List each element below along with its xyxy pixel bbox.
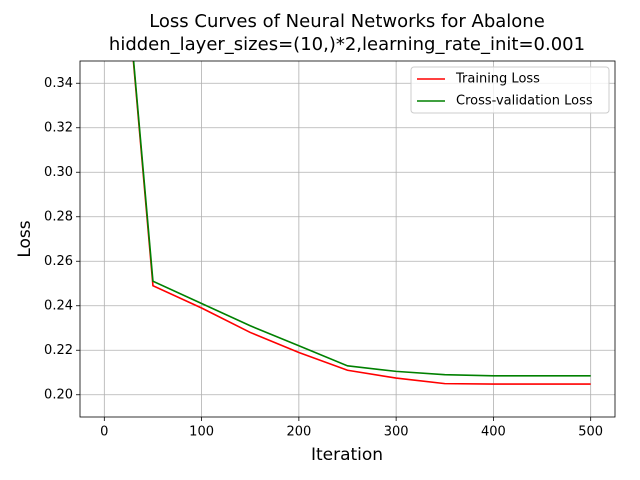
y-tick-label: 0.26: [44, 254, 73, 269]
line-series: [132, 61, 591, 377]
y-tick-label: 0.28: [44, 209, 73, 224]
y-axis-label: Loss: [15, 220, 35, 257]
chart-subtitle: hidden_layer_sizes=(10,)*2,learning_rate…: [109, 34, 585, 55]
x-tick-label: 500: [578, 425, 603, 440]
x-tick-label: 300: [384, 425, 409, 440]
x-axis-label: Iteration: [311, 445, 383, 465]
chart-title: Loss Curves of Neural Networks for Abalo…: [149, 11, 545, 32]
plot-frame: [79, 60, 616, 418]
y-tick-label: 0.20: [44, 387, 73, 402]
x-tick-label: 100: [189, 425, 214, 440]
y-tick-label: 0.22: [44, 343, 73, 358]
y-tick-label: 0.34: [44, 76, 73, 91]
plot-area: [132, 61, 591, 385]
x-tick-label: 0: [100, 425, 108, 440]
x-tick-label: 400: [481, 425, 506, 440]
legend-label: Cross-validation Loss: [456, 94, 593, 109]
x-tick-label: 200: [286, 425, 311, 440]
y-tick-label: 0.32: [44, 120, 73, 135]
y-tick-label: 0.30: [44, 165, 73, 180]
line-series: [132, 61, 591, 385]
legend-label: Training Loss: [455, 72, 540, 87]
legend-box: [410, 66, 610, 114]
y-tick-label: 0.24: [44, 298, 73, 313]
